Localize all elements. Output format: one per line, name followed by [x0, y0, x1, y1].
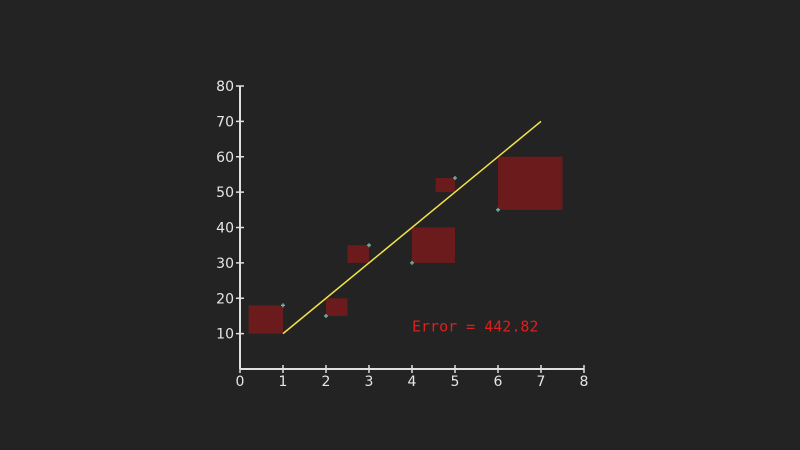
- y-tick-label-10: 10: [216, 327, 234, 343]
- x-tick-label-1: 1: [279, 374, 288, 390]
- y-tick-label-30: 30: [216, 256, 234, 272]
- ticks: 0 1 2 3 4 5 6 7 8 10 20 30 40 50 60 70 80: [216, 79, 588, 390]
- y-tick-label-50: 50: [216, 185, 234, 201]
- data-point-6: [496, 207, 500, 212]
- x-tick-label-2: 2: [322, 374, 331, 390]
- data-point-2: [324, 313, 328, 318]
- x-tick-label-3: 3: [365, 374, 374, 390]
- residual-square-5: [435, 177, 455, 193]
- fit-line: [282, 120, 542, 335]
- data-point-3: [367, 243, 371, 248]
- y-tick-label-70: 70: [216, 114, 234, 130]
- x-tick-label-0: 0: [236, 374, 245, 390]
- y-tick-label-60: 60: [216, 150, 234, 166]
- x-tick-label-5: 5: [451, 374, 460, 390]
- residual-square-4: [412, 227, 455, 263]
- error-annotation: Error = 442.82: [412, 318, 538, 336]
- fit-line-group: [282, 120, 542, 335]
- x-tick-label-7: 7: [537, 374, 546, 390]
- data-point-5: [453, 175, 457, 180]
- y-tick-label-40: 40: [216, 221, 234, 237]
- residual-square-3: [347, 245, 369, 263]
- x-tick-label-8: 8: [580, 374, 589, 390]
- residual-square-2: [326, 298, 348, 316]
- data-points: [281, 175, 500, 318]
- x-tick-label-4: 4: [408, 374, 417, 390]
- data-point-1: [281, 303, 285, 308]
- residual-squares: [248, 156, 563, 334]
- residual-square-1: [248, 305, 283, 334]
- residual-square-6: [498, 156, 563, 210]
- data-point-4: [410, 260, 414, 265]
- y-tick-label-80: 80: [216, 79, 234, 95]
- y-tick-label-20: 20: [216, 291, 234, 307]
- x-tick-label-6: 6: [494, 374, 503, 390]
